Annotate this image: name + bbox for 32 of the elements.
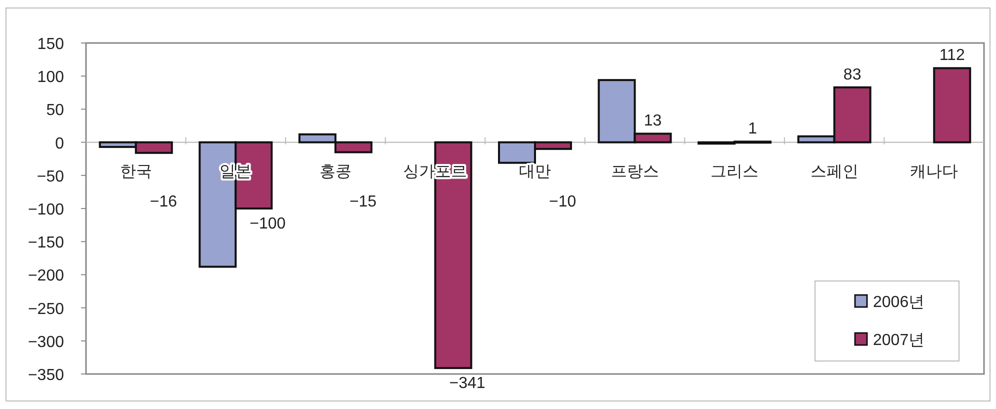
x-tick-label: 캐나다 (910, 163, 958, 180)
x-tick-label: 그리스 (710, 163, 759, 180)
y-tick-label: 50 (46, 102, 64, 120)
data-label: −16 (150, 193, 178, 210)
data-label: 112 (939, 47, 965, 64)
data-label: 1 (748, 120, 758, 138)
data-label: −15 (349, 193, 377, 210)
x-tick-label: 대만 (519, 163, 551, 180)
x-tick-label: 프랑스 (610, 163, 659, 180)
data-label: −10 (549, 193, 576, 210)
bar (933, 67, 972, 144)
y-tick-label: 0 (55, 135, 64, 152)
x-tick-label: 싱가포르 (403, 163, 468, 180)
x-tick-label: 한국 (120, 163, 152, 180)
y-tick-label: 150 (37, 36, 64, 53)
y-tick-label: −200 (28, 268, 64, 285)
x-tick-label: 홍콩 (319, 163, 352, 180)
data-label: 13 (644, 112, 662, 130)
y-tick-label: 100 (37, 69, 64, 86)
y-tick-label: −350 (28, 367, 64, 384)
y-tick-label: −50 (36, 168, 64, 186)
y-tick-label: −300 (28, 334, 64, 351)
x-tick-label: 일본 (220, 163, 252, 180)
y-tick-label: −150 (28, 234, 64, 252)
y-tick-label: −250 (28, 300, 64, 318)
y-tick-label: −100 (28, 202, 64, 218)
legend-label: 2007년 (873, 332, 925, 349)
data-label: 83 (843, 66, 862, 84)
legend-label: 2006년 (873, 294, 925, 311)
x-tick-label: 스페인 (810, 163, 858, 180)
data-label: −341 (449, 375, 486, 392)
data-label: −100 (250, 216, 286, 232)
